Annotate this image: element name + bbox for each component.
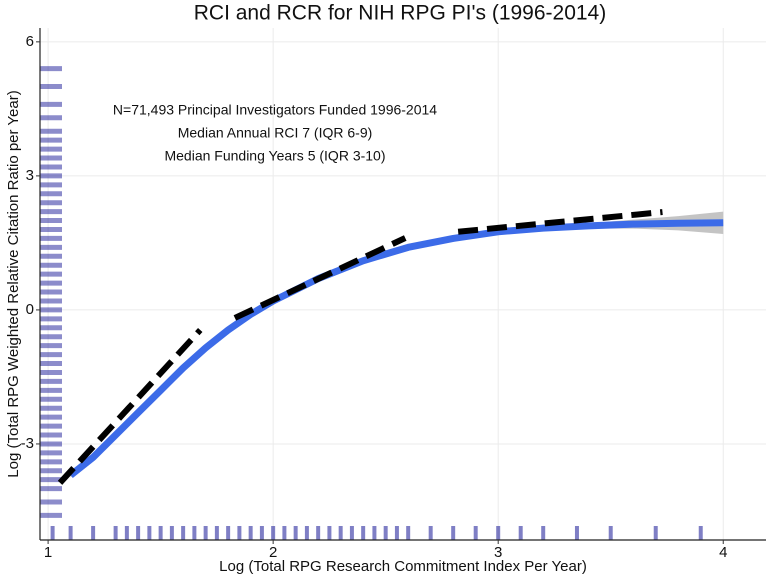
x-axis-label: Log (Total RPG Research Commitment Index… — [219, 558, 587, 575]
x-tick-label: 4 — [719, 544, 727, 561]
y-tick-label: 0 — [26, 301, 34, 318]
chart-title: RCI and RCR for NIH RPG PI's (1996-2014) — [194, 2, 606, 25]
labels: 1 2 3 4 -3 0 3 6 N=71,493 Principal Investigator… — [21, 33, 728, 561]
annotation: Median Funding Years 5 (IQR 3-10) — [164, 148, 385, 164]
rug — [40, 66, 703, 540]
dashed-fit-line — [233, 235, 407, 321]
x-tick-label: 2 — [269, 544, 277, 561]
dashed-fit-line — [457, 209, 663, 235]
dashed-fit-line — [57, 327, 203, 485]
grid — [40, 28, 766, 540]
y-tick-label: 3 — [26, 167, 34, 184]
plot-marks — [57, 209, 724, 485]
y-tick-label: -3 — [21, 435, 34, 452]
annotation: N=71,493 Principal Investigators Funded … — [113, 102, 437, 118]
y-tick-label: 6 — [26, 33, 34, 50]
annotation: Median Annual RCI 7 (IQR 6-9) — [178, 125, 373, 141]
x-tick-label: 1 — [44, 544, 52, 561]
y-axis-label: Log (Total RPG Weighted Relative Citatio… — [5, 90, 22, 477]
x-tick-label: 3 — [494, 544, 502, 561]
